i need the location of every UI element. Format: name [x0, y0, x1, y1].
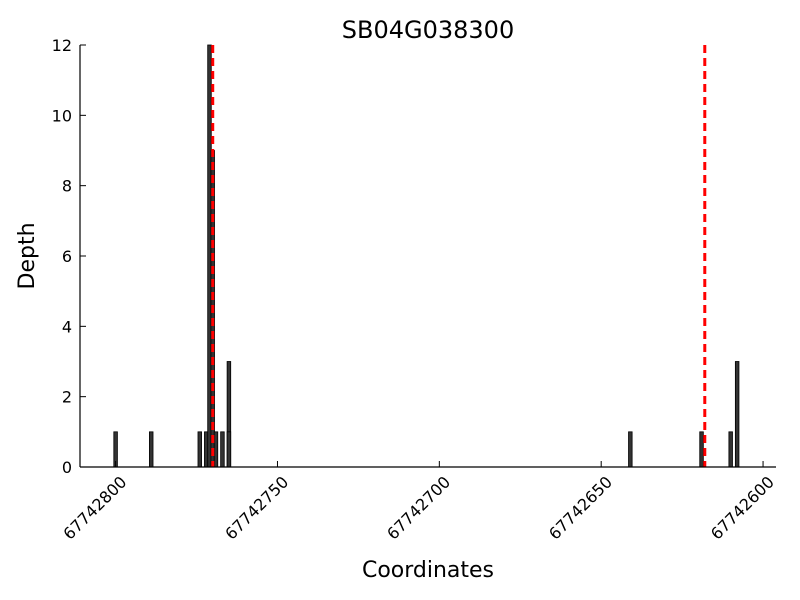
reference-lines [211, 45, 707, 467]
y-tick-label-0: 0 [62, 458, 72, 477]
bar-7 [220, 431, 225, 468]
x-tick-label-3: 67742650 [545, 472, 616, 543]
bar-2 [197, 431, 202, 468]
bar-11 [699, 431, 704, 468]
y-tick-label-5: 10 [52, 106, 72, 125]
axes: 0 2 4 6 8 10 12 67742800 67742750 67742700 6774265… [52, 36, 778, 543]
y-tick-label-2: 4 [62, 317, 72, 336]
y-tick-label-3: 6 [62, 247, 72, 266]
bar-1 [149, 431, 154, 468]
bar-9 [226, 431, 232, 468]
x-axis-label: Coordinates [362, 558, 494, 583]
bar-12 [728, 431, 733, 468]
bar-series [113, 44, 740, 468]
y-tick-label-1: 2 [62, 388, 72, 407]
bar-10 [628, 431, 633, 468]
y-tick-label-4: 8 [62, 177, 72, 196]
y-tick-label-6: 12 [52, 36, 72, 55]
bar-13 [734, 361, 740, 468]
x-tick-label-1: 67742750 [221, 472, 292, 543]
bar-6 [213, 431, 219, 468]
x-tick-label-2: 67742700 [383, 472, 454, 543]
chart-title: SB04G038300 [342, 16, 514, 44]
y-axis-label: Depth [15, 222, 40, 289]
x-tick-label-0: 67742800 [59, 472, 130, 543]
x-tick-label-4: 67742600 [707, 472, 778, 543]
